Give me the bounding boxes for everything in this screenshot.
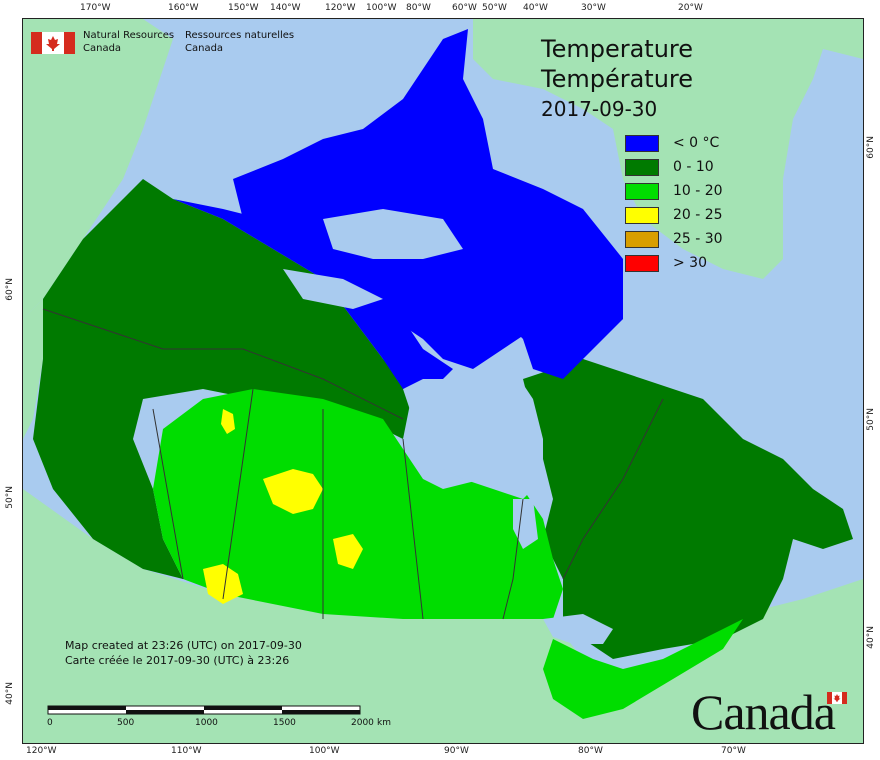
canada-flag-icon [31,32,75,54]
legend-swatch [625,159,659,176]
map-svg [23,19,863,743]
scale-bar-ticks: 0 500 1000 1500 2000 km [47,718,391,732]
graticule-top-label: 170°W [80,3,111,13]
wordmark-flag-icon [827,692,847,704]
baffin-island [483,169,623,379]
scale-bar: 0 500 1000 1500 2000 km [47,705,391,735]
graticule-top-label: 140°W [270,3,301,13]
scale-tick-label: 1500 [273,718,296,728]
james-bay [513,499,538,549]
graticule-right-label: 60°N [866,136,876,159]
graticule-top-label: 40°W [523,3,548,13]
agency-fr: Ressources naturelles Canada [185,29,294,55]
region-20-25-d [221,409,235,434]
region-10-20-south-ontario [543,619,743,719]
legend-swatch [625,231,659,248]
legend-label: < 0 °C [673,135,720,151]
graticule-left-label: 50°N [5,486,15,509]
agency-en: Natural Resources Canada [83,29,174,55]
graticule-top-label: 80°W [406,3,431,13]
arctic-channel-2 [283,269,383,309]
agency-fr-line2: Canada [185,43,224,54]
legend-swatch [625,255,659,272]
graticule-bottom-label: 90°W [444,746,469,756]
canada-wordmark: Canada [691,683,836,741]
alaska-land [23,19,173,319]
graticule-bottom-label: 100°W [309,746,340,756]
graticule-left-label: 60°N [5,278,15,301]
title-date: 2017-09-30 [541,97,658,121]
legend-label: 10 - 20 [673,183,723,199]
graticule-top-label: 120°W [325,3,356,13]
region-below-0-mainland [173,199,453,389]
legend-label: > 30 [673,255,707,271]
graticule-right-label: 40°N [866,626,876,649]
graticule-right-label: 50°N [866,408,876,431]
graticule-top-label: 150°W [228,3,259,13]
created-note-fr: Carte créée le 2017-09-30 (UTC) à 23:26 [65,654,290,667]
agency-fr-line1: Ressources naturelles [185,30,295,41]
legend-label: 0 - 10 [673,159,714,175]
graticule-bottom-label: 120°W [26,746,57,756]
legend-label: 20 - 25 [673,207,723,223]
canada-wordmark-text: Canada [691,684,836,740]
alaska-east-land [23,299,43,439]
scale-tick-label: 500 [117,718,135,728]
scale-unit-label: km [377,718,391,728]
agency-en-line1: Natural Resources [83,30,175,41]
graticule-bottom-label: 110°W [171,746,202,756]
scale-tick-label: 0 [47,718,53,728]
graticule-top-label: 20°W [678,3,703,13]
agency-en-line2: Canada [83,43,122,54]
region-10-20 [153,389,563,619]
legend-swatch [625,183,659,200]
graticule-top-label: 50°W [482,3,507,13]
region-0-10-east [523,359,853,659]
scale-bar-graphic [47,705,361,715]
legend-swatch [625,135,659,152]
scale-tick-label: 1000 [195,718,218,728]
graticule-left-label: 40°N [5,682,15,705]
graticule-bottom-label: 80°W [578,746,603,756]
legend-label: 25 - 30 [673,231,723,247]
map-canvas: Natural Resources Canada Ressources natu… [22,18,864,744]
greenland-land [473,19,863,279]
graticule-top-label: 100°W [366,3,397,13]
provincial-boundaries [42,308,664,620]
great-lakes [543,614,613,644]
arctic-channel [323,209,463,259]
title-en: Temperature [541,35,694,63]
graticule-bottom-label: 70°W [721,746,746,756]
graticule-top-label: 60°W [452,3,477,13]
legend-swatch [625,207,659,224]
legend: < 0 °C 0 - 10 10 - 20 20 - 25 25 - 30 > 30 [625,135,805,285]
region-20-25-c [333,534,363,569]
created-note-en: Map created at 23:26 (UTC) on 2017-09-30 [65,639,302,652]
scale-tick-label: 2000 [351,718,374,728]
region-20-25-a [203,564,243,604]
graticule-top-label: 160°W [168,3,199,13]
title-fr: Température [541,65,694,93]
graticule-top-label: 30°W [581,3,606,13]
region-20-25-b [263,469,323,514]
hudson-bay [403,359,543,499]
